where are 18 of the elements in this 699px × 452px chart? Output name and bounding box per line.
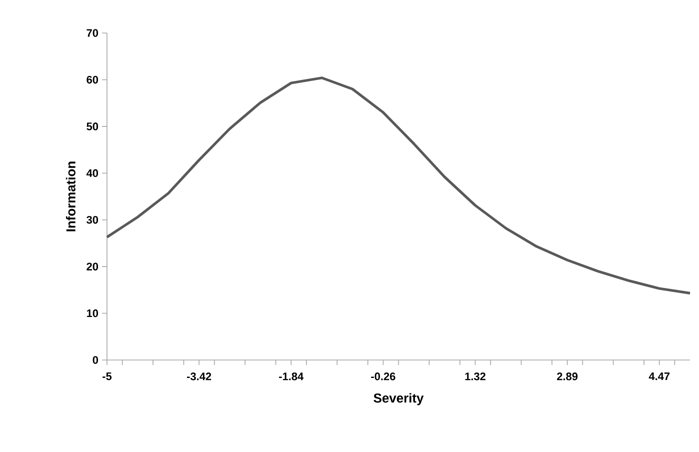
y-tick-label: 50 <box>86 122 98 130</box>
y-axis-title: Information <box>66 162 76 232</box>
x-tick-label: -5 <box>102 372 112 380</box>
x-tick-label: -0.26 <box>371 372 396 380</box>
x-axis-title: Severity <box>374 393 424 406</box>
x-tick-label: 2.89 <box>557 372 578 380</box>
y-tick-label: 20 <box>86 262 98 270</box>
line-series <box>106 76 692 294</box>
x-tick-label: -3.42 <box>186 372 212 380</box>
y-tick-label: 30 <box>86 216 98 224</box>
y-tick-label: 60 <box>86 76 98 84</box>
y-tick-label: 10 <box>86 309 98 318</box>
x-tick-label: -1.84 <box>279 372 304 380</box>
x-tick-label: 1.32 <box>465 372 486 380</box>
y-tick-label: 0 <box>92 356 98 364</box>
x-tick-label: 4.47 <box>648 372 670 380</box>
y-tick-label: 40 <box>86 169 98 178</box>
y-tick-label: 70 <box>86 29 98 37</box>
